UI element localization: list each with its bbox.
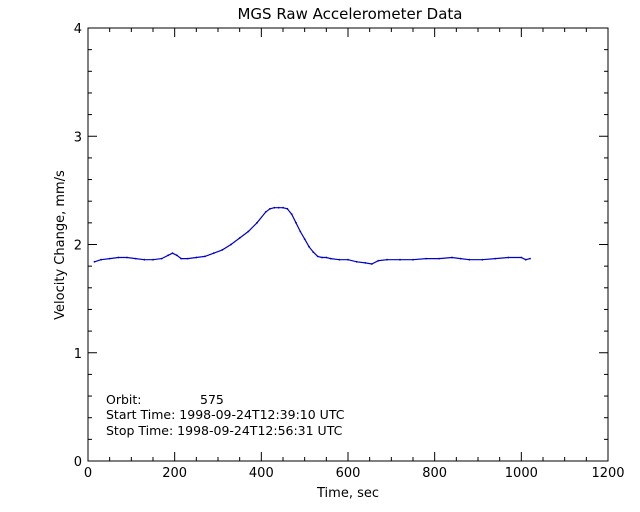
x-tick-label: 600 bbox=[336, 466, 361, 481]
x-tick-label: 400 bbox=[249, 466, 274, 481]
data-point bbox=[308, 245, 310, 248]
data-point bbox=[468, 258, 471, 261]
data-point bbox=[299, 230, 302, 233]
data-point bbox=[230, 243, 232, 246]
data-point bbox=[256, 221, 258, 224]
data-point bbox=[295, 221, 297, 224]
data-point bbox=[347, 258, 349, 261]
data-point bbox=[316, 255, 319, 258]
data-point bbox=[238, 237, 241, 239]
y-tick-label: 4 bbox=[74, 22, 82, 37]
x-tick-label: 1200 bbox=[591, 466, 624, 481]
data-point bbox=[494, 257, 497, 260]
data-point bbox=[247, 230, 250, 233]
data-point bbox=[143, 258, 146, 261]
data-point bbox=[529, 257, 531, 260]
data-point bbox=[386, 258, 388, 261]
data-point bbox=[212, 252, 215, 255]
data-point bbox=[100, 258, 102, 261]
data-point bbox=[412, 258, 414, 261]
data-point bbox=[108, 257, 111, 260]
chart-title: MGS Raw Accelerometer Data bbox=[237, 5, 462, 23]
data-point bbox=[273, 206, 276, 209]
data-point bbox=[93, 260, 96, 263]
data-point bbox=[167, 254, 170, 257]
x-axis: 0 200 400 600 800 1000 1200 bbox=[84, 28, 625, 481]
y-tick-label: 3 bbox=[74, 130, 82, 145]
data-point bbox=[481, 258, 484, 261]
data-point bbox=[355, 260, 358, 263]
data-point bbox=[277, 206, 280, 209]
data-point bbox=[171, 252, 174, 255]
data-point bbox=[364, 262, 367, 264]
data-point bbox=[195, 256, 198, 259]
data-point bbox=[117, 256, 120, 259]
orbit-label: Orbit: bbox=[106, 392, 142, 407]
data-point bbox=[399, 258, 401, 261]
data-point bbox=[370, 263, 373, 265]
data-point bbox=[425, 257, 427, 260]
start-time-annotation: Start Time: 1998-09-24T12:39:10 UTC bbox=[106, 407, 345, 422]
x-tick-label: 800 bbox=[422, 466, 447, 481]
velocity-change-line bbox=[94, 207, 531, 265]
data-point bbox=[329, 257, 332, 260]
orbit-value: 575 bbox=[200, 392, 224, 407]
data-point bbox=[269, 207, 271, 210]
y-tick-label: 0 bbox=[74, 455, 82, 470]
data-point bbox=[221, 249, 224, 251]
x-tick-label: 200 bbox=[162, 466, 187, 481]
data-point bbox=[338, 258, 341, 261]
data-point bbox=[524, 258, 527, 261]
data-point bbox=[459, 257, 462, 260]
data-point bbox=[134, 257, 137, 260]
data-point bbox=[438, 257, 440, 260]
y-axis: 0 1 2 3 4 bbox=[74, 22, 608, 470]
data-point bbox=[160, 257, 163, 260]
data-point bbox=[186, 257, 189, 260]
data-point bbox=[180, 257, 183, 260]
data-point bbox=[312, 251, 315, 254]
velocity-change-points bbox=[93, 206, 531, 265]
data-point bbox=[303, 238, 306, 241]
data-point bbox=[152, 258, 154, 261]
x-tick-label: 0 bbox=[84, 466, 92, 481]
x-tick-label: 1000 bbox=[505, 466, 538, 481]
data-point bbox=[204, 255, 206, 258]
data-point bbox=[325, 256, 328, 259]
y-tick-label: 2 bbox=[74, 239, 82, 254]
stop-time-annotation: Stop Time: 1998-09-24T12:56:31 UTC bbox=[106, 423, 343, 438]
data-point bbox=[520, 256, 523, 259]
y-tick-label: 1 bbox=[74, 347, 82, 362]
data-point bbox=[282, 206, 284, 209]
data-point bbox=[286, 207, 289, 210]
data-point bbox=[126, 256, 128, 259]
data-point bbox=[175, 254, 178, 257]
data-point bbox=[321, 256, 323, 259]
data-point bbox=[377, 259, 380, 262]
x-axis-label: Time, sec bbox=[316, 486, 379, 501]
data-point bbox=[507, 256, 510, 259]
data-point bbox=[264, 211, 267, 213]
plot-frame bbox=[87, 27, 609, 462]
data-point bbox=[290, 213, 293, 216]
data-point bbox=[451, 256, 453, 259]
y-axis-label: Velocity Change, mm/s bbox=[53, 170, 68, 320]
